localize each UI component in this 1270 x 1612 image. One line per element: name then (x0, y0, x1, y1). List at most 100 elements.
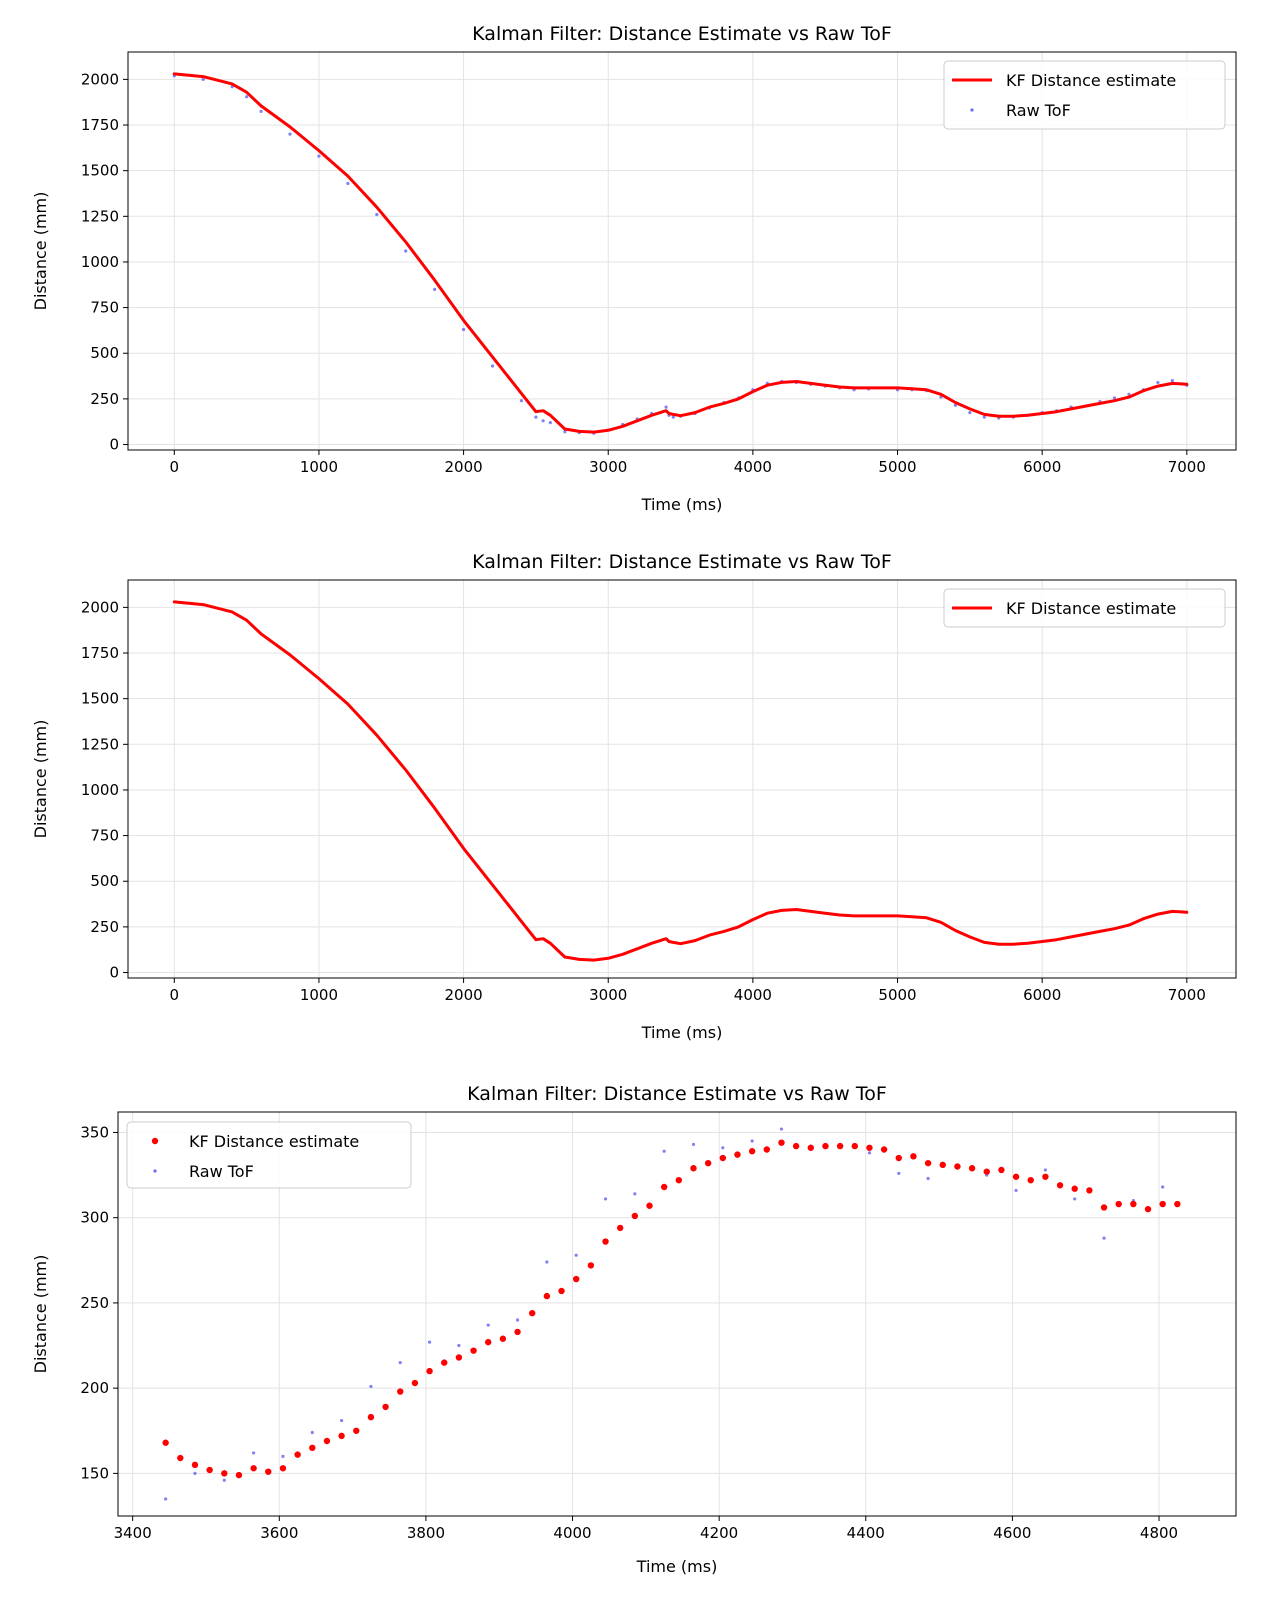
kf-point (411, 1379, 419, 1387)
y-tick-label: 300 (80, 1209, 109, 1227)
x-axis-label: Time (ms) (641, 1023, 723, 1042)
raw-point (633, 1192, 637, 1196)
kf-point (1071, 1185, 1078, 1192)
kf-point (998, 1166, 1005, 1174)
x-tick-label: 3400 (114, 1524, 152, 1542)
kf-point (778, 1139, 785, 1146)
kf-point (602, 1238, 609, 1245)
y-tick-label: 750 (90, 299, 119, 317)
legend-marker-swatch (153, 1169, 157, 1173)
kf-point (587, 1262, 595, 1269)
legend-box (126, 1121, 412, 1189)
legend-label: Raw ToF (189, 1162, 254, 1181)
kf-point (367, 1413, 375, 1421)
kf-point (485, 1338, 492, 1346)
kf-point (250, 1465, 257, 1472)
kf-point (690, 1165, 697, 1172)
y-tick-label: 2000 (81, 598, 119, 616)
y-axis-label: Distance (mm) (31, 192, 50, 311)
chart-title: Kalman Filter: Distance Estimate vs Raw … (472, 23, 892, 45)
y-tick-label: 0 (109, 436, 119, 454)
raw-point (779, 1127, 784, 1131)
kf-point (1056, 1182, 1064, 1189)
chart-title: Kalman Filter: Distance Estimate vs Raw … (467, 1083, 887, 1105)
kf-point (1086, 1187, 1093, 1194)
kf-point (748, 1148, 756, 1155)
y-tick-label: 150 (80, 1464, 109, 1482)
raw-point (398, 1360, 402, 1365)
kf-point (866, 1144, 873, 1151)
raw-point (1156, 380, 1160, 385)
legend-marker-swatch (970, 108, 974, 112)
kf-point (558, 1287, 565, 1295)
raw-point (1043, 1168, 1047, 1172)
chart-svg: 3400 3600 3800 4000 4200 4400 4600 4800 150 200 25… (31, 1083, 1237, 1576)
raw-point (867, 1151, 872, 1155)
x-tick-label: 6000 (1023, 986, 1061, 1004)
legend-label: KF Distance estimate (1006, 71, 1176, 90)
kf-point (1042, 1173, 1049, 1180)
series-kf-distance-estimate (172, 600, 1189, 962)
y-tick-label: 250 (90, 918, 119, 936)
y-tick-label: 1500 (81, 690, 119, 708)
raw-point (252, 1451, 256, 1455)
x-axis-label: Time (ms) (641, 495, 723, 514)
legend: KF Distance estimate Raw ToF (943, 60, 1226, 130)
raw-point (574, 1253, 578, 1257)
legend-box (943, 60, 1226, 130)
raw-point (317, 154, 321, 158)
legend-box (943, 588, 1226, 628)
raw-point (404, 249, 408, 253)
raw-point (534, 415, 538, 419)
y-tick-label: 2000 (81, 70, 119, 88)
raw-point (461, 327, 466, 332)
raw-point (288, 132, 292, 136)
kf-point (177, 1454, 184, 1462)
raw-point (486, 1323, 490, 1327)
kf-point (719, 1154, 727, 1162)
kf-point (1100, 1204, 1108, 1211)
x-tick-label: 2000 (444, 458, 482, 476)
chart-1: 0 1000 2000 3000 4000 5000 6000 7000 0 250 500 750 1… (0, 0, 1270, 520)
raw-point (340, 1418, 344, 1423)
x-tick-label: 1000 (300, 986, 338, 1004)
legend-marker-swatch (151, 1137, 159, 1145)
raw-point (1014, 1188, 1018, 1193)
raw-point (1112, 396, 1117, 400)
kf-point (455, 1354, 463, 1361)
y-tick-label: 250 (90, 390, 119, 408)
series-raw-tof (164, 1127, 1165, 1501)
x-tick-label: 4200 (700, 1524, 738, 1542)
x-tick-label: 4600 (993, 1524, 1031, 1542)
x-tick-label: 4000 (734, 986, 772, 1004)
kf-point (939, 1161, 946, 1169)
raw-point (548, 421, 552, 425)
chart-svg: 0 1000 2000 3000 4000 5000 6000 7000 0 250 500 750 1… (31, 551, 1237, 1042)
kf-point (954, 1163, 961, 1170)
raw-point (193, 1471, 197, 1475)
y-tick-label: 1500 (81, 162, 119, 180)
kf-point (499, 1335, 507, 1342)
raw-point (671, 415, 675, 419)
y-tick-label: 1750 (81, 644, 119, 662)
x-tick-label: 3000 (589, 986, 627, 1004)
plot-frame (127, 51, 1237, 451)
x-tick-label: 4400 (847, 1524, 885, 1542)
y-tick-label: 250 (80, 1294, 109, 1312)
kf-point (763, 1146, 771, 1153)
raw-point (968, 410, 972, 415)
raw-point (346, 181, 350, 186)
kf-point (1174, 1200, 1181, 1208)
y-axis-label: Distance (mm) (31, 1255, 50, 1374)
y-tick-label: 500 (90, 872, 119, 890)
kf-point (382, 1403, 389, 1411)
x-tick-label: 1000 (300, 458, 338, 476)
kf-point (704, 1159, 712, 1167)
x-tick-label: 3600 (260, 1524, 298, 1542)
kf-point (353, 1427, 360, 1434)
kf-point (265, 1468, 272, 1475)
raw-point (222, 1478, 226, 1482)
plot-frame (127, 579, 1237, 979)
kf-point (1144, 1205, 1152, 1213)
raw-point (369, 1384, 373, 1389)
